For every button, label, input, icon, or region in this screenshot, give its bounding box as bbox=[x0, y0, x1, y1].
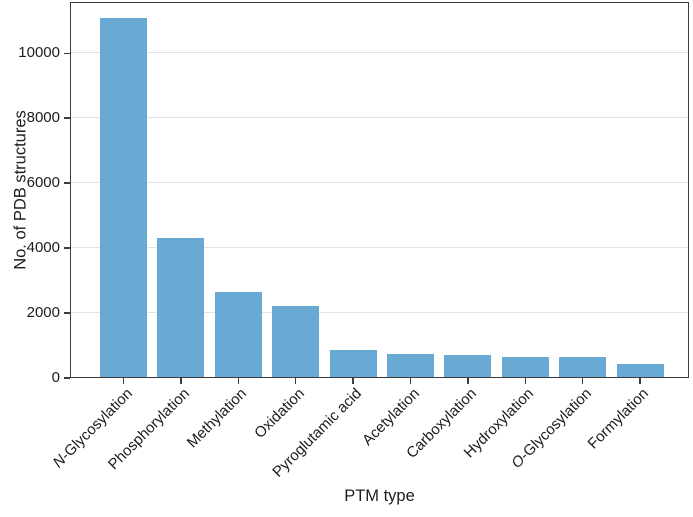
x-tick-mark bbox=[409, 378, 412, 384]
y-tick-label: 2000 bbox=[26, 304, 60, 322]
bar bbox=[272, 305, 320, 378]
y-tick-mark bbox=[64, 312, 70, 314]
y-tick-mark bbox=[64, 117, 70, 120]
y-tick-mark bbox=[64, 247, 70, 249]
y-tick-mark bbox=[64, 182, 70, 184]
bar bbox=[387, 353, 434, 378]
x-tick-mark bbox=[294, 378, 297, 384]
x-tick-mark bbox=[180, 378, 182, 384]
x-tick-mark bbox=[639, 378, 641, 384]
y-tick-label: 0 bbox=[51, 369, 60, 386]
x-tick-mark bbox=[467, 378, 469, 384]
bar bbox=[444, 355, 492, 378]
bar bbox=[559, 357, 607, 378]
bar bbox=[157, 238, 205, 378]
y-tick-label: 4000 bbox=[26, 239, 60, 257]
x-tick-mark bbox=[524, 378, 527, 384]
plot-area bbox=[70, 2, 689, 378]
x-tick-mark bbox=[581, 378, 584, 384]
y-gridline bbox=[70, 52, 689, 54]
y-tick-label: 6000 bbox=[26, 174, 60, 192]
x-axis-title: PTM type bbox=[344, 487, 415, 505]
y-gridline bbox=[70, 312, 689, 314]
y-tick-mark bbox=[64, 52, 70, 55]
y-gridline bbox=[70, 247, 689, 249]
y-gridline bbox=[70, 182, 689, 184]
bar bbox=[100, 17, 147, 378]
bar bbox=[214, 292, 262, 378]
bar bbox=[501, 356, 549, 378]
x-tick-mark bbox=[237, 378, 240, 384]
y-tick-mark bbox=[64, 377, 70, 379]
x-tick-mark bbox=[352, 378, 354, 384]
y-tick-label: 10000 bbox=[18, 44, 60, 62]
x-tick-mark bbox=[122, 378, 125, 384]
bar bbox=[616, 364, 664, 378]
y-gridline bbox=[70, 117, 689, 119]
bar bbox=[329, 350, 377, 378]
y-tick-label: 8000 bbox=[26, 109, 60, 127]
